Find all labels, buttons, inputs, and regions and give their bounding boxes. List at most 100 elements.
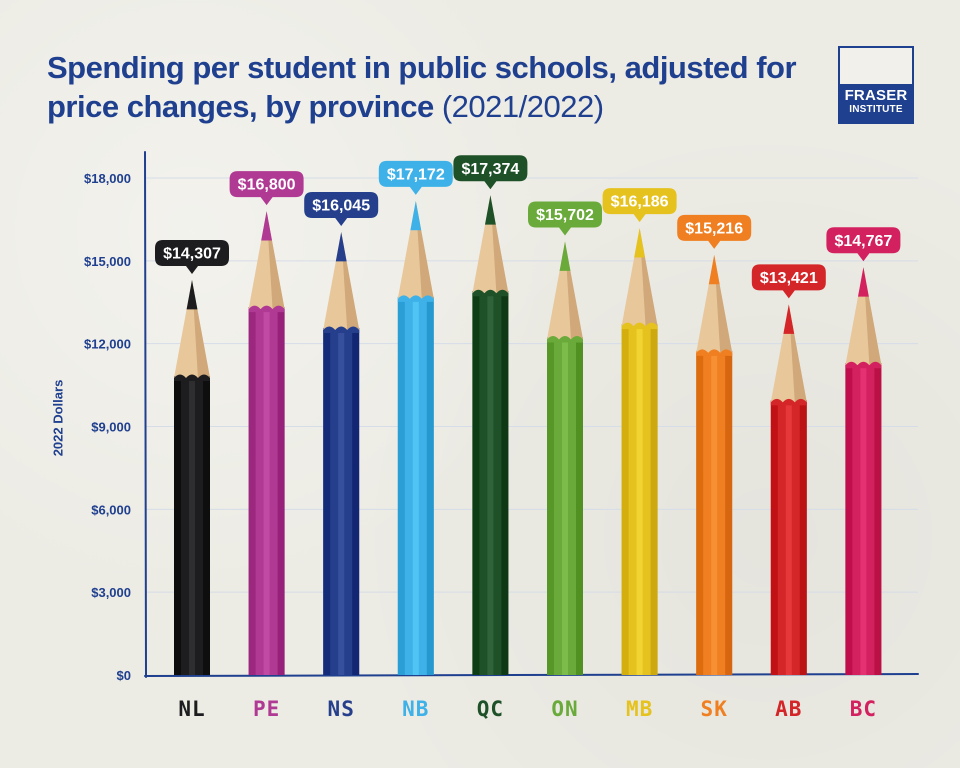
- data-label-bubble: [453, 155, 528, 190]
- pencil-scallop: [770, 398, 807, 406]
- pencil-facet-right: [352, 327, 360, 675]
- pencil-lead: [335, 231, 347, 262]
- pencil-scallop: [696, 349, 733, 356]
- data-label-bubble: [528, 201, 602, 236]
- pencil-lead: [485, 195, 496, 225]
- y-tick-label: $15,000: [84, 254, 131, 269]
- pencil-facet-right: [277, 307, 285, 675]
- pencil-wood-shadow: [266, 211, 285, 310]
- pencil-facet-highlight: [263, 307, 270, 675]
- x-tick-label: NB: [402, 697, 429, 721]
- data-label: $13,421: [760, 270, 818, 287]
- pencil-wood-shadow: [863, 267, 882, 366]
- pencil-facet-left: [248, 307, 256, 675]
- pencil-lead: [634, 228, 645, 258]
- x-tick-label: NS: [328, 697, 355, 721]
- pencil-scallop: [845, 361, 882, 369]
- fraser-institute-logo: FRASER INSTITUTE: [838, 46, 914, 124]
- pencil-bar-mb: [621, 228, 658, 675]
- pencil-lead: [858, 267, 869, 297]
- pencil-bar-qc: [472, 195, 509, 675]
- x-tick-label: PE: [253, 697, 280, 721]
- pencil-bar-nl: [174, 279, 210, 675]
- pencil-facet-left: [621, 324, 629, 675]
- data-label-bubble: [826, 227, 901, 262]
- x-tick-label: NL: [178, 697, 205, 721]
- y-tick-label: $9,000: [91, 420, 131, 435]
- pencil-lead: [410, 200, 422, 231]
- pencil-facet-highlight: [860, 363, 867, 675]
- x-tick-label: BC: [850, 697, 877, 721]
- logo-band: FRASER INSTITUTE: [838, 84, 914, 124]
- pencil-bar-sk: [696, 254, 733, 675]
- y-tick-label: $6,000: [91, 502, 131, 517]
- pencil-wood-shadow: [341, 231, 360, 330]
- pencil-scallop: [248, 305, 285, 313]
- pencil-lead: [186, 279, 198, 310]
- y-axis-line: [144, 151, 147, 678]
- data-label: $17,374: [461, 161, 519, 178]
- pencil-lead: [261, 211, 272, 241]
- pencil-facet-left: [696, 350, 704, 675]
- pencil-facet-highlight: [189, 375, 195, 675]
- data-label: $15,216: [685, 220, 743, 237]
- pencil-facet-highlight: [338, 327, 345, 675]
- data-label-bubble: [677, 214, 752, 249]
- y-tick-label: $3,000: [91, 585, 131, 600]
- pencil-scallop: [621, 322, 658, 330]
- pencil-facet-right: [203, 375, 210, 675]
- logo-line-1: FRASER: [844, 87, 908, 104]
- pencil-bar-bc: [845, 267, 882, 675]
- pencil-facet-right: [725, 350, 733, 675]
- pencil-facet-right: [650, 324, 658, 675]
- y-tick-label: $18,000: [84, 171, 131, 186]
- pencil-scallop: [174, 374, 210, 381]
- pencil-facet-left: [770, 400, 778, 675]
- y-tick-label: $12,000: [84, 337, 131, 352]
- data-label-bubble: [229, 171, 304, 206]
- x-tick-label: ON: [551, 697, 578, 721]
- pencil-wood-shadow: [490, 195, 509, 294]
- pencil-scallop: [323, 326, 360, 333]
- y-tick-label: $0: [117, 668, 131, 683]
- pencil-facet-right: [576, 337, 583, 675]
- pencil-facet-left: [323, 327, 331, 675]
- data-label: $14,767: [834, 233, 892, 250]
- data-label: $16,186: [611, 194, 669, 211]
- pencil-facet-highlight: [711, 350, 718, 675]
- x-tick-label: MB: [626, 697, 653, 721]
- pencil-facet-left: [397, 296, 405, 675]
- logo-line-2: INSTITUTE: [849, 104, 903, 115]
- data-label: $16,045: [312, 197, 370, 214]
- data-label-bubble: [602, 188, 677, 223]
- pencil-bar-pe: [248, 211, 285, 675]
- pencil-lead: [783, 304, 795, 334]
- data-label: $16,800: [238, 177, 296, 194]
- pencil-scallop: [397, 295, 434, 302]
- x-tick-label: QC: [477, 697, 504, 721]
- x-tick-label: SK: [701, 697, 728, 721]
- data-label-bubble: [155, 239, 229, 274]
- pencil-lead: [708, 254, 720, 285]
- x-tick-label: AB: [775, 697, 802, 721]
- pencil-facet-highlight: [785, 400, 792, 675]
- pencil-bar-on: [547, 241, 583, 675]
- pencil-facet-left: [174, 375, 181, 675]
- pencil-facet-left: [472, 291, 480, 675]
- pencil-facet-highlight: [636, 324, 643, 675]
- data-label: $17,172: [387, 166, 445, 183]
- data-label: $15,702: [536, 207, 594, 224]
- chart-title-main: Spending per student in public schools, …: [47, 50, 797, 124]
- pencil-bar-nb: [397, 200, 434, 675]
- pencil-bar-ns: [323, 231, 360, 675]
- data-label-bubble: [304, 191, 379, 226]
- pencil-wood-shadow: [192, 279, 210, 378]
- pencil-bar-ab: [770, 304, 807, 675]
- pencil-facet-right: [874, 363, 882, 675]
- pencil-scallop: [547, 335, 583, 343]
- pencil-facet-highlight: [412, 296, 419, 675]
- pencil-scallop: [472, 289, 509, 297]
- chart-title: Spending per student in public schools, …: [47, 48, 837, 126]
- pencil-facet-highlight: [562, 337, 568, 675]
